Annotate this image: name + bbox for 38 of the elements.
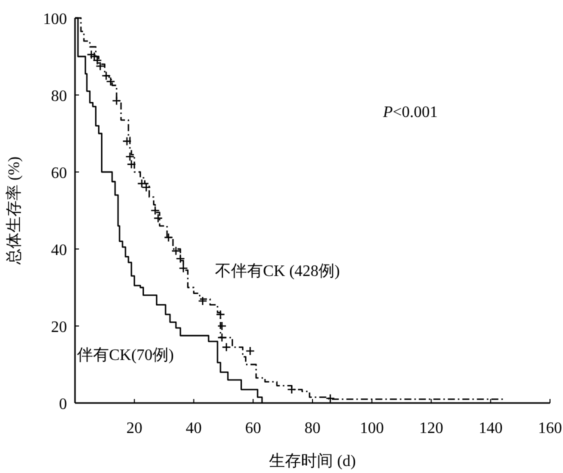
point: [90, 52, 99, 62]
point: [176, 254, 186, 264]
point: [125, 152, 135, 162]
point: [216, 310, 226, 320]
y-tick-label: 80: [51, 88, 67, 105]
point: [171, 246, 181, 256]
x-tick-label: 60: [245, 420, 262, 437]
x-axis-title: 生存时间 (d): [269, 452, 356, 470]
point: [153, 214, 163, 223]
point: [164, 232, 174, 242]
point: [122, 136, 132, 146]
x-tick-label: 40: [186, 420, 202, 437]
series-label: 不伴有CK (428例): [215, 263, 340, 280]
series-label: 伴有CK(70例): [77, 347, 174, 364]
point: [217, 321, 227, 331]
point: [198, 296, 208, 306]
point: [126, 160, 136, 169]
y-tick-label: 20: [51, 319, 67, 336]
y-tick-label: 40: [51, 242, 67, 259]
point: [150, 206, 160, 216]
point: [222, 342, 232, 352]
point: [287, 384, 296, 394]
y-tick-label: 100: [43, 11, 67, 28]
y-tick-label: 60: [51, 165, 67, 182]
x-tick-label: 140: [478, 420, 503, 437]
point: [178, 264, 188, 273]
x-tick-label: 80: [304, 420, 320, 437]
point: [326, 394, 335, 404]
x-tick-label: 100: [360, 420, 384, 437]
annotation: P<0.001: [382, 104, 438, 121]
x-tick-label: 160: [538, 420, 562, 437]
point: [246, 346, 255, 356]
y-axis-title: 总体生存率 (%): [5, 156, 23, 266]
y-tick-label: 0: [59, 396, 67, 413]
x-tick-label: 120: [419, 420, 444, 437]
point: [217, 332, 227, 342]
x-tick-label: 20: [126, 420, 142, 437]
point: [112, 96, 122, 106]
